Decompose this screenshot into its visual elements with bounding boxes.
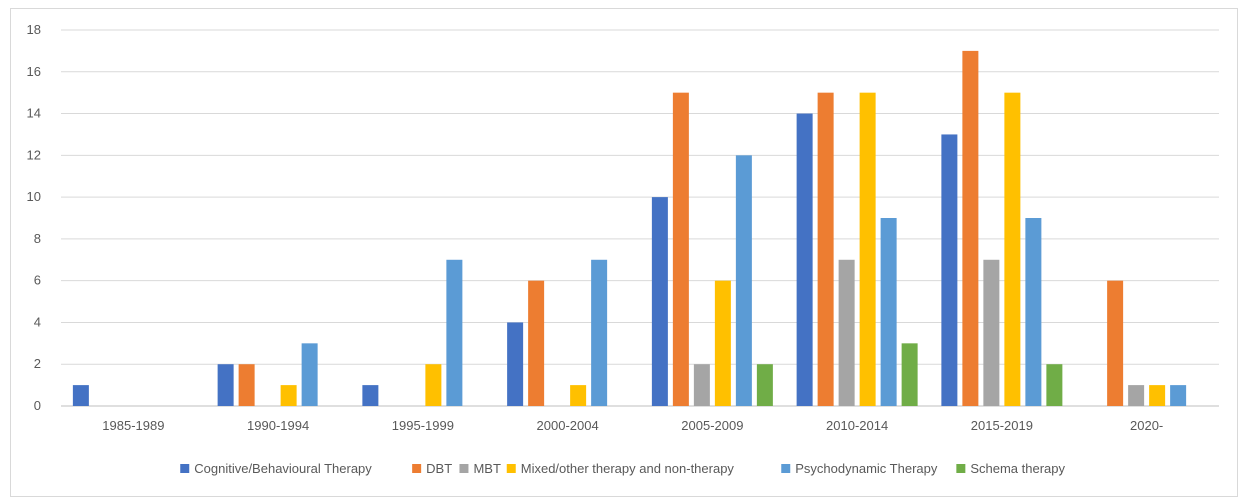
bar-dbt-2010-2014 — [817, 92, 834, 407]
x-tick-label: 2005-2009 — [681, 418, 743, 433]
bar-cognitive-behavioural-therapy-1985-1989 — [72, 385, 89, 406]
bar-mbt-2015-2019 — [983, 259, 1000, 406]
bar-psychodynamic-therapy-2010-2014 — [880, 218, 897, 406]
legend-item-mbt: MBT — [459, 461, 501, 476]
x-tick-label: 2020- — [1130, 418, 1163, 433]
y-tick-label: 2 — [34, 356, 41, 371]
chart-frame: 0 2 4 6 8 10 12 14 16 18 1985-1989 1990-1994 1995-19… — [10, 8, 1238, 497]
bar-mbt-2010-2014 — [838, 259, 855, 406]
legend-label: DBT — [426, 461, 452, 476]
bar-cognitive-behavioural-therapy-1990-1994 — [217, 364, 234, 406]
legend-swatch — [459, 464, 469, 473]
legend-label: Cognitive/Behavioural Therapy — [194, 461, 372, 476]
legend-item-psychodynamic-therapy: Psychodynamic Therapy — [781, 461, 938, 476]
x-tick-label: 1985-1989 — [102, 418, 164, 433]
bar-schema-therapy-2015-2019 — [1046, 364, 1063, 406]
x-tick-label: 1990-1994 — [247, 418, 309, 433]
bar-psychodynamic-therapy-2005-2009 — [735, 155, 752, 406]
legend-label: Mixed/other therapy and non-therapy — [521, 461, 735, 476]
y-tick-label: 4 — [34, 314, 41, 329]
y-tick-label: 10 — [27, 189, 41, 204]
bar-psychodynamic-therapy-2015-2019 — [1025, 218, 1042, 406]
legend-item-mixed-other-therapy-and-non-therapy: Mixed/other therapy and non-therapy — [506, 461, 735, 476]
legend-label: Schema therapy — [970, 461, 1065, 476]
legend-item-cognitive-behavioural-therapy: Cognitive/Behavioural Therapy — [180, 461, 372, 476]
legend-item-schema-therapy: Schema therapy — [956, 461, 1066, 476]
bars — [72, 50, 1187, 407]
bar-schema-therapy-2010-2014 — [901, 343, 918, 406]
bar-cognitive-behavioural-therapy-2015-2019 — [941, 134, 958, 406]
bar-mixed-other-therapy-and-non-therapy-1990-1994 — [280, 385, 297, 406]
y-tick-label: 8 — [34, 231, 41, 246]
legend-swatch — [956, 464, 966, 473]
bar-mixed-other-therapy-and-non-therapy-2005-2009 — [714, 280, 731, 406]
bar-psychodynamic-therapy-1990-1994 — [301, 343, 318, 406]
bar-dbt-2020 — [1107, 280, 1124, 406]
y-tick-label: 6 — [34, 273, 41, 288]
bar-dbt-1990-1994 — [238, 364, 255, 406]
gridlines — [61, 29, 1219, 365]
bar-cognitive-behavioural-therapy-2010-2014 — [796, 113, 813, 407]
bar-chart: 0 2 4 6 8 10 12 14 16 18 1985-1989 1990-1994 1995-19… — [27, 22, 1219, 476]
x-tick-label: 2000-2004 — [537, 418, 599, 433]
axes: 0 2 4 6 8 10 12 14 16 18 1985-1989 1990-1994 1995-19… — [27, 22, 1219, 433]
bar-psychodynamic-therapy-2000-2004 — [591, 259, 608, 406]
legend-swatch — [506, 464, 516, 473]
x-tick-label: 1995-1999 — [392, 418, 454, 433]
bar-dbt-2000-2004 — [528, 280, 545, 406]
bar-mixed-other-therapy-and-non-therapy-2020 — [1149, 385, 1166, 406]
y-tick-label: 0 — [34, 398, 41, 413]
bar-schema-therapy-2005-2009 — [756, 364, 773, 406]
bar-mbt-2005-2009 — [693, 364, 710, 406]
legend-label: MBT — [473, 461, 501, 476]
y-tick-label: 12 — [27, 147, 41, 162]
bar-mixed-other-therapy-and-non-therapy-2010-2014 — [859, 92, 876, 407]
legend: Cognitive/Behavioural Therapy DBT MBT Mixed… — [180, 461, 1066, 476]
legend-label: Psychodynamic Therapy — [795, 461, 938, 476]
y-tick-label: 16 — [27, 64, 41, 79]
bar-dbt-2005-2009 — [672, 92, 689, 407]
x-tick-label: 2010-2014 — [826, 418, 888, 433]
legend-swatch — [412, 464, 422, 473]
y-tick-label: 18 — [27, 22, 41, 37]
legend-item-dbt: DBT — [412, 461, 452, 476]
bar-dbt-2015-2019 — [962, 50, 979, 407]
bar-psychodynamic-therapy-1995-1999 — [446, 259, 463, 406]
legend-swatch — [180, 464, 190, 473]
bar-mbt-2020 — [1128, 385, 1145, 406]
y-tick-label: 14 — [27, 106, 41, 121]
bar-cognitive-behavioural-therapy-2000-2004 — [507, 322, 524, 406]
bar-cognitive-behavioural-therapy-2005-2009 — [651, 197, 668, 406]
bar-mixed-other-therapy-and-non-therapy-1995-1999 — [425, 364, 442, 406]
legend-swatch — [781, 464, 791, 473]
x-tick-label: 2015-2019 — [971, 418, 1033, 433]
bar-mixed-other-therapy-and-non-therapy-2000-2004 — [570, 385, 587, 406]
bar-mixed-other-therapy-and-non-therapy-2015-2019 — [1004, 92, 1021, 407]
bar-psychodynamic-therapy-2020 — [1170, 385, 1187, 406]
bar-cognitive-behavioural-therapy-1995-1999 — [362, 385, 379, 406]
